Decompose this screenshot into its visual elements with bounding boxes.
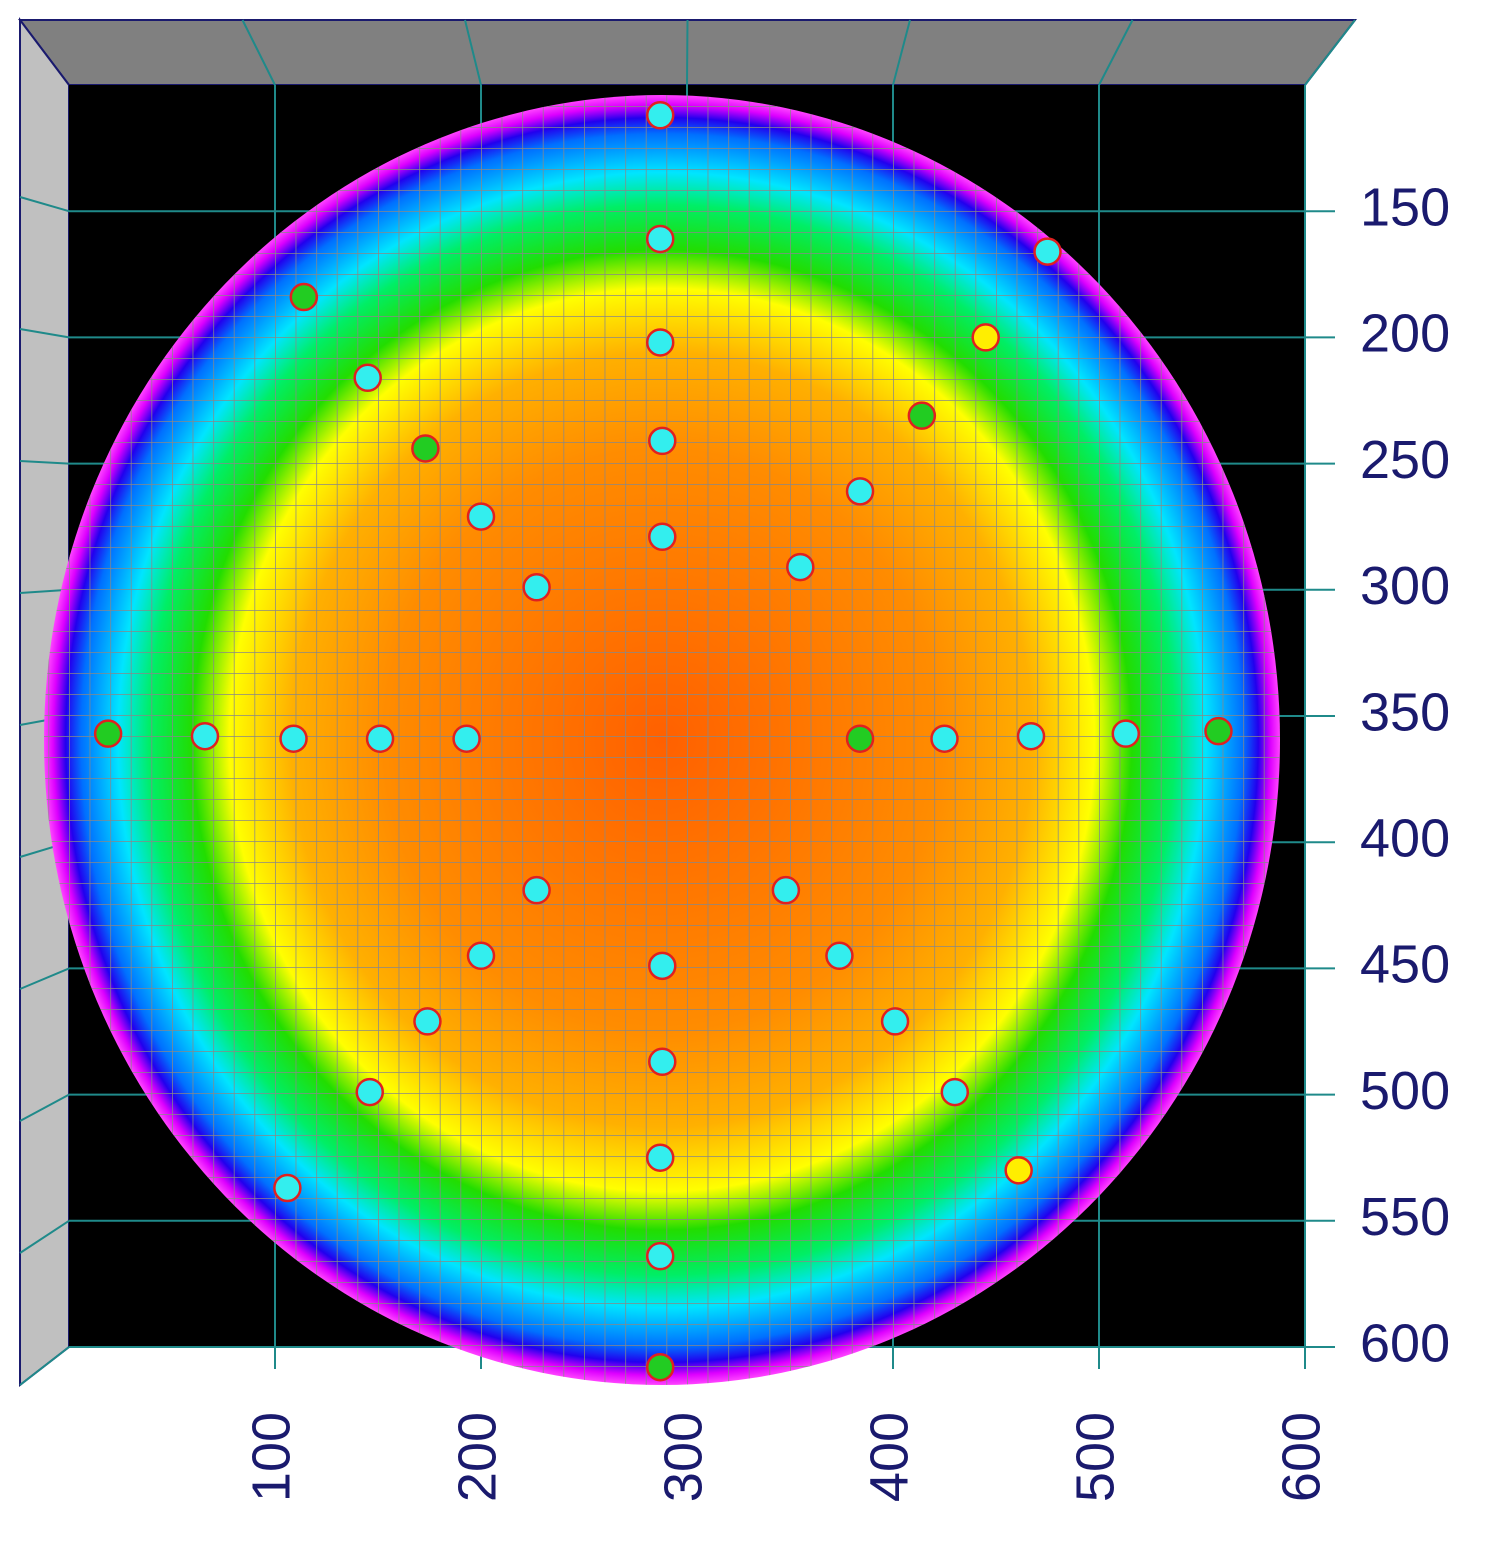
wall-grid-line [19,328,70,339]
point [845,724,875,753]
point [648,1047,677,1077]
point [522,573,551,602]
wall-grid-line [686,19,689,86]
y-tick-label: 150 [1360,177,1450,237]
point [971,323,1000,352]
point [190,721,220,751]
point [645,1241,675,1271]
point [353,363,382,393]
point [845,477,875,506]
wall-grid-line [464,19,482,86]
y-tick-label: 550 [1360,1187,1450,1247]
wall-grid-line [19,196,70,213]
wall-grid-line [241,19,276,86]
point [645,1352,675,1382]
point [355,1077,385,1107]
point [1016,721,1046,751]
point [648,426,677,456]
wall-grid-line [19,460,70,465]
point [907,401,937,430]
x-tick-label: 600 [1271,1412,1331,1502]
point [648,522,677,552]
point [880,1007,910,1036]
point [1111,719,1141,748]
x-tick-label: 200 [447,1412,507,1502]
wall-grid-line [19,1346,70,1386]
point [273,1173,302,1203]
point [1204,716,1233,746]
point [365,724,395,753]
wall-grid-line [19,1219,70,1254]
y-tick-label: 200 [1360,304,1450,364]
x-tick-label: 400 [859,1412,919,1502]
point [645,101,675,130]
y-tick-label: 450 [1360,935,1450,995]
x-tick-label: 500 [1065,1412,1125,1502]
wall-grid-line [19,588,70,594]
point [1004,1156,1033,1185]
point [940,1077,970,1107]
x-tick-label: 100 [241,1412,301,1502]
point [522,875,551,905]
surface-mesh [44,95,1280,1385]
point [645,224,675,254]
y-tick-label: 400 [1360,808,1450,868]
point [452,724,481,753]
point [786,552,815,582]
point [413,1007,442,1036]
point [279,724,308,753]
point [93,719,123,748]
y-tick-label: 350 [1360,682,1450,742]
point [645,1143,675,1172]
point [466,941,496,971]
point [289,282,319,312]
point [930,724,959,753]
y-tick-label: 250 [1360,430,1450,490]
point [466,502,496,531]
point [645,328,675,357]
point [411,434,440,463]
wall-grid-line [19,967,70,990]
y-tick-label: 300 [1360,556,1450,616]
point [771,875,801,905]
wall-grid-line [19,1093,70,1122]
point [1033,237,1062,266]
point [648,951,677,981]
wall-grid-line [1304,19,1356,86]
y-tick-label: 600 [1360,1313,1450,1373]
x-tick-label: 300 [653,1412,713,1502]
points [93,101,1233,1382]
y-tick-label: 500 [1360,1061,1450,1121]
wall-grid-line [1098,19,1134,86]
point [825,941,854,971]
wall-grid-line [892,19,911,86]
